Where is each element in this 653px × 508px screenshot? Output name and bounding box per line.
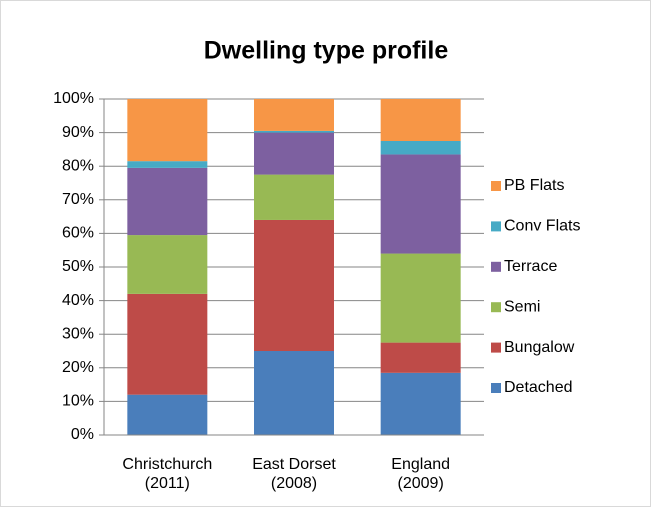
y-tick-label: 50% — [62, 258, 94, 275]
bar-segment — [127, 167, 208, 236]
y-tick-label: 20% — [62, 359, 94, 376]
legend-label: Conv Flats — [504, 218, 580, 235]
bar-segment — [127, 293, 208, 395]
bar-segment — [380, 154, 461, 254]
bar-segment — [254, 132, 334, 175]
legend-swatch — [491, 383, 501, 393]
bar-segment — [127, 161, 208, 168]
bar-segment — [254, 351, 334, 435]
bar-segment — [254, 174, 334, 220]
legend-swatch — [491, 261, 501, 272]
x-tick-label: East Dorset (2008) — [252, 456, 336, 492]
legend-swatch — [491, 342, 501, 353]
legend-swatch — [491, 221, 501, 232]
y-tick-label: 80% — [62, 157, 94, 174]
legend-label: Detached — [504, 379, 573, 396]
y-tick-label: 90% — [62, 124, 94, 141]
y-tick-label: 30% — [62, 325, 94, 342]
bar-segment — [127, 394, 208, 435]
bar-segment — [127, 99, 208, 162]
bar-segment — [254, 130, 334, 133]
legend-swatch — [491, 302, 501, 313]
bar-segment — [380, 99, 461, 141]
bar-segment — [254, 219, 334, 351]
legend-label: Semi — [504, 298, 540, 315]
y-tick-label: 0% — [71, 426, 94, 443]
y-tick-label: 10% — [62, 393, 94, 410]
legend-swatch — [491, 181, 501, 191]
bar-segment — [254, 99, 334, 131]
bar-segment — [380, 372, 461, 435]
x-tick-label: Christchurch (2011) — [122, 456, 212, 492]
y-tick-label: 40% — [62, 292, 94, 309]
y-tick-label: 100% — [53, 90, 94, 107]
bar-segment — [380, 141, 461, 155]
x-tick-label: England (2009) — [391, 456, 450, 492]
bar-segment — [127, 235, 208, 294]
legend-label: Bungalow — [504, 339, 575, 356]
legend-label: PB Flats — [504, 177, 564, 194]
chart-title: Dwelling type profile — [204, 37, 449, 65]
legend-label: Terrace — [504, 258, 557, 275]
y-tick-label: 60% — [62, 225, 94, 242]
bar-segment — [380, 342, 461, 373]
y-tick-label: 70% — [62, 191, 94, 208]
bar-segment — [380, 253, 461, 343]
